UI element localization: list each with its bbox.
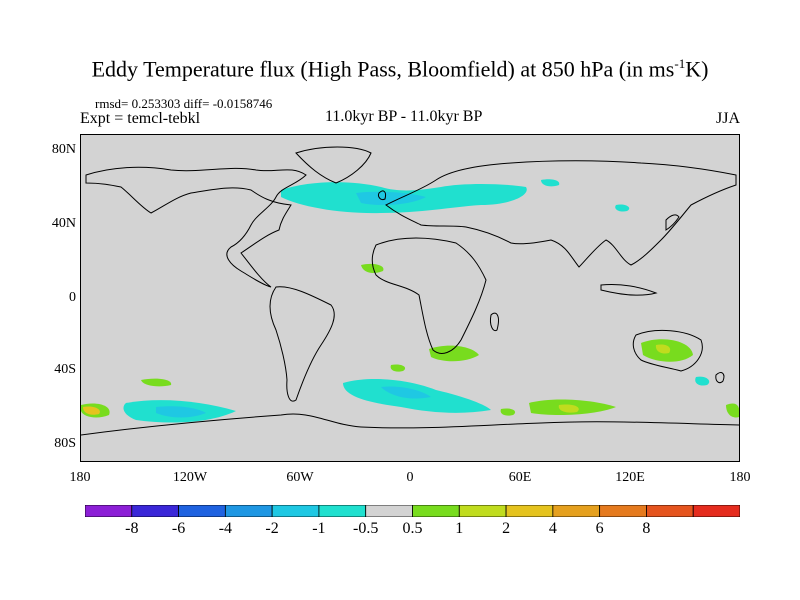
contour-fills [81, 179, 739, 423]
lon-label-0: 0 [406, 470, 414, 485]
colorbar-swatch [505, 504, 554, 518]
colorbar-label: -1 [312, 520, 326, 537]
colorbar-swatch [458, 504, 507, 518]
colorbar-swatch [271, 504, 320, 518]
colorbar-swatch [131, 504, 179, 518]
map-panel [80, 134, 740, 462]
coast-south-america [269, 286, 335, 402]
coast-uk [378, 190, 386, 200]
contour-cyan-north-pacific [541, 179, 560, 187]
contour-green-far-east [726, 403, 739, 418]
colorbar-swatch [412, 504, 460, 518]
coast-australia [632, 330, 703, 372]
coast-greenland [295, 146, 372, 184]
experiment-label: Expt = temcl-tebkl [80, 110, 201, 127]
coast-new-zealand [715, 372, 725, 384]
lat-label-80s: 80S [54, 436, 76, 451]
contour-blue-north-atlantic [356, 191, 426, 205]
colorbar-label: 1 [455, 520, 464, 537]
contour-green-south-africa [429, 345, 479, 362]
lat-label-0: 0 [69, 290, 76, 305]
contour-green-africa-west [361, 263, 384, 273]
coast-indonesia [600, 284, 658, 296]
lat-label-40n: 40N [51, 216, 76, 231]
contour-orange-far-west [83, 406, 100, 415]
coast-madagascar [490, 312, 499, 332]
colorbar-label: 4 [548, 520, 557, 537]
map-svg [81, 146, 739, 436]
colorbar-label: 2 [502, 520, 511, 537]
coast-eurasia [385, 160, 737, 268]
lon-label-60e: 60E [508, 470, 532, 485]
colorbar-label: -2 [265, 520, 279, 537]
colorbar-label: 6 [595, 520, 604, 537]
period-label: 11.0kyr BP - 11.0kyr BP [325, 108, 483, 125]
lat-label-80n: 80N [51, 142, 76, 157]
contour-green-sw-atlantic [390, 364, 406, 372]
stats-text: rmsd= 0.253303 diff= -0.0158746 [95, 96, 273, 111]
colorbar-swatch [692, 504, 741, 518]
lon-label-120w: 120W [172, 470, 208, 485]
lon-label-60w: 60W [286, 470, 314, 485]
contour-blue-south-atlantic [381, 386, 431, 399]
coast-africa [371, 237, 487, 354]
coastlines [81, 146, 739, 436]
lon-label-180e: 180 [729, 470, 751, 485]
contour-yellow-south-indian [558, 404, 579, 413]
coast-north-america [85, 166, 307, 288]
colorbar-label: -8 [125, 520, 139, 537]
colorbar-svg [84, 504, 741, 518]
contour-cyan-pacific-small [615, 204, 630, 212]
coast-antarctica [81, 413, 739, 436]
colorbar-swatch [318, 504, 367, 518]
season-label: JJA [716, 110, 741, 127]
colorbar-swatch [84, 504, 133, 518]
lat-label-40s: 40S [54, 362, 76, 377]
colorbar [84, 504, 741, 518]
colorbar-swatch [178, 504, 226, 518]
lon-label-180w: 180 [69, 470, 91, 485]
colorbar-label: -6 [171, 520, 186, 537]
chart-title: Eddy Temperature flux (High Pass, Bloomf… [91, 56, 709, 82]
colorbar-swatch [646, 504, 694, 518]
contour-cyan-indian-small [695, 376, 710, 386]
contour-blue-south-pacific [156, 406, 206, 418]
colorbar-swatch [599, 504, 647, 518]
colorbar-label: -0.5 [353, 520, 379, 537]
contour-green-atlantic-small [500, 408, 516, 416]
colorbar-label: 0.5 [402, 520, 423, 537]
colorbar-label: -4 [218, 520, 233, 537]
contour-yellow-australia [655, 344, 671, 354]
coast-japan [665, 214, 680, 231]
colorbar-swatch [365, 504, 413, 518]
lon-label-120e: 120E [615, 470, 645, 485]
colorbar-swatch [224, 504, 273, 518]
contour-green-south-pacific-w [141, 378, 172, 387]
colorbar-label: 8 [642, 520, 651, 537]
colorbar-swatch [552, 504, 601, 518]
